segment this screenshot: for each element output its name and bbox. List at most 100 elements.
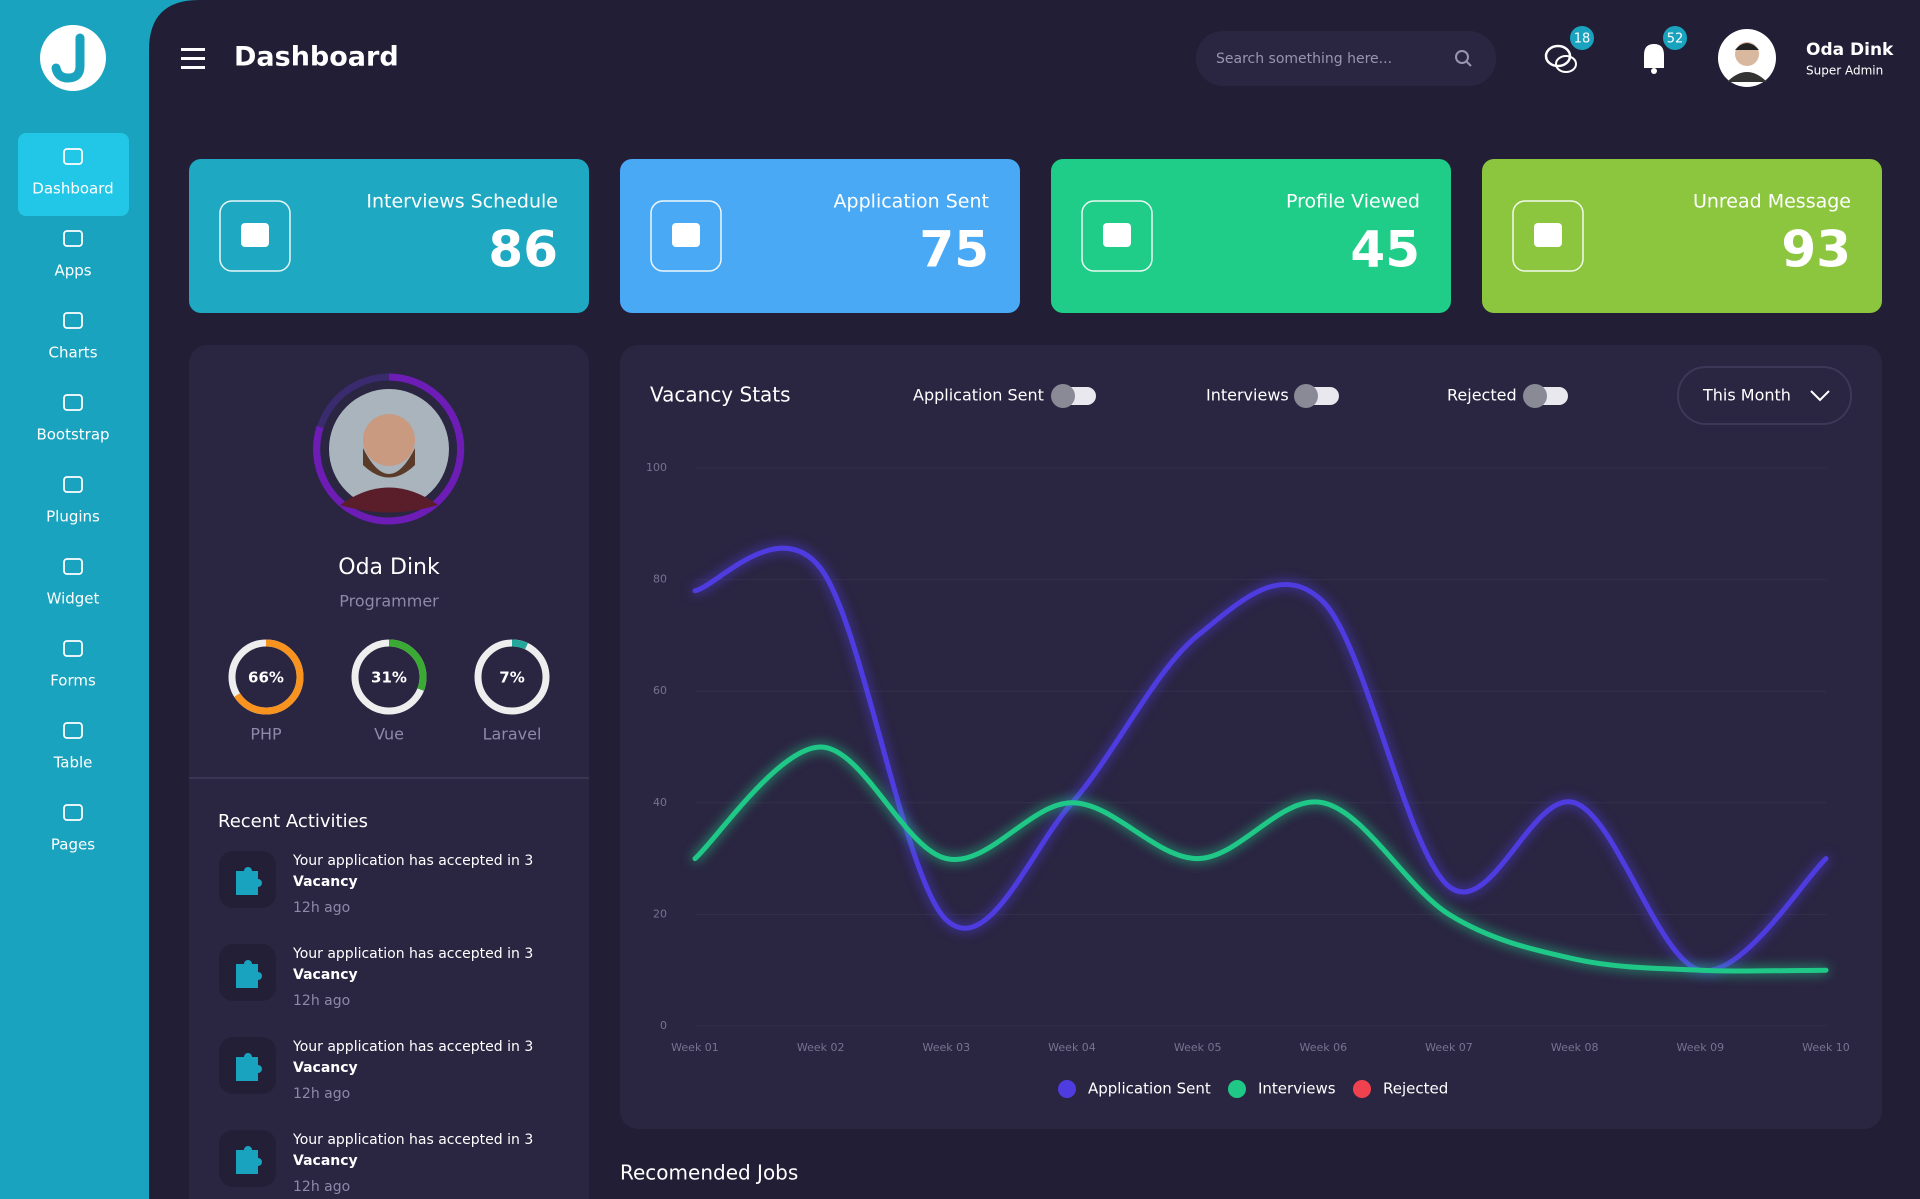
activity-bold: Vacancy [293,967,358,983]
search-box[interactable] [1196,31,1496,86]
x-tick-label: Week 01 [671,1041,719,1054]
activity-item[interactable]: Your application has accepted in 3 Vacanc… [219,851,533,916]
page-title: Dashboard [234,42,399,73]
profile-panel [189,345,589,1199]
activity-item[interactable]: Your application has accepted in 3 Vacanc… [219,1037,533,1102]
bell-icon [1644,44,1664,68]
activities-title: Recent Activities [218,811,368,832]
donut-label: 66% [248,669,284,687]
sidebar-label: Plugins [46,508,100,526]
toggle-knob [1523,384,1547,408]
user-role: Super Admin [1806,64,1883,78]
sidebar-item[interactable]: Widget [47,558,100,608]
sidebar-item[interactable]: Forms [50,640,96,690]
stat-card-bg [1051,159,1451,313]
series-toggle[interactable]: Rejected [1447,384,1568,408]
series-line [692,545,1829,974]
x-tick-label: Week 09 [1677,1041,1725,1054]
legend-label: Interviews [1258,1080,1336,1098]
series-toggle[interactable]: Application Sent [913,384,1096,408]
toggle-label: Rejected [1447,386,1517,405]
avatar-face [363,414,415,466]
stat-icon [1103,223,1131,247]
donut-label: 7% [499,669,524,687]
notifications-button[interactable] [1644,44,1664,74]
activity-text: Your application has accepted in 3 [292,1132,533,1148]
stat-card[interactable]: Interviews Schedule 86 [189,159,589,313]
stat-value: 45 [1350,221,1420,279]
x-tick-label: Week 02 [797,1041,845,1054]
stat-label: Profile Viewed [1286,191,1420,213]
sidebar-label: Widget [47,590,100,608]
stat-icon-box [650,200,722,272]
donut-arc [474,639,550,715]
toggle-label: Interviews [1206,386,1289,405]
activity-text: Your application has accepted in 3 [292,1039,533,1055]
activity-item[interactable]: Your application has accepted in 3 Vacanc… [219,1130,533,1195]
stat-card[interactable]: Application Sent 75 [620,159,1020,313]
toggle-label: Application Sent [913,386,1044,405]
activity-bold: Vacancy [293,874,358,890]
y-tick-label: 0 [660,1019,667,1032]
y-tick-label: 80 [653,573,667,586]
chart-title: Vacancy Stats [650,383,791,407]
notifications-badge: 52 [1667,32,1684,47]
y-tick-label: 20 [653,907,667,920]
activity-item[interactable]: Your application has accepted in 3 Vacanc… [219,944,533,1009]
sidebar-item[interactable]: Bootstrap [36,394,110,444]
sidebar-item[interactable]: Plugins [46,476,100,526]
search-icon [1465,60,1472,67]
stat-card[interactable]: Unread Message 93 [1482,159,1882,313]
stat-label: Application Sent [834,191,989,213]
legend-swatch [1353,1080,1371,1098]
menu-bar [181,57,205,60]
bell-icon [1651,68,1657,74]
sidebar-icon [63,230,83,247]
activity-bold: Vacancy [293,1153,358,1169]
x-tick-label: Week 07 [1425,1041,1473,1054]
series-line [692,744,1829,974]
stat-card[interactable]: Profile Viewed 45 [1051,159,1451,313]
chart-panel [620,345,1882,1129]
sidebar-item[interactable]: Dashboard [18,133,129,216]
skill-name: Laravel [483,725,542,744]
toggle-knob [1294,384,1318,408]
activity-time: 12h ago [293,1179,350,1195]
x-tick-label: Week 04 [1048,1041,1096,1054]
sidebar-item[interactable]: Table [53,722,93,772]
stat-card-bg [1482,159,1882,313]
messages-button[interactable] [1544,44,1577,73]
stat-icon-box [1081,200,1153,272]
sidebar-item[interactable]: Charts [48,312,98,362]
donut-arc [351,639,427,715]
x-tick-label: Week 10 [1802,1041,1850,1054]
avatar-body [1727,72,1767,82]
avatar-hair [1735,43,1759,50]
x-tick-label: Week 05 [1174,1041,1222,1054]
filter-dropdown[interactable] [1677,366,1852,425]
donut-arc [228,639,304,715]
avatar-body [340,487,438,513]
x-tick-label: Week 03 [923,1041,971,1054]
sidebar-item[interactable]: Pages [51,804,95,854]
sidebar-icon [63,312,83,329]
profile-role: Programmer [339,592,439,611]
sidebar-icon [63,558,83,575]
sidebar-label: Apps [54,262,91,280]
series-toggle[interactable]: Interviews [1206,384,1339,408]
x-tick-label: Week 06 [1300,1041,1348,1054]
skill-name: PHP [250,725,282,744]
activity-icon [236,1146,262,1174]
activity-bold: Vacancy [293,1060,358,1076]
activity-icon [236,960,262,988]
stat-label: Interviews Schedule [366,191,558,213]
profile-name: Oda Dink [338,555,440,580]
search-placeholder: Search something here... [1216,51,1392,67]
menu-button[interactable] [181,48,205,69]
y-tick-label: 100 [646,461,667,474]
avatar-ring [313,373,465,525]
stat-value: 93 [1781,221,1851,279]
sidebar-item[interactable]: Apps [54,230,92,280]
